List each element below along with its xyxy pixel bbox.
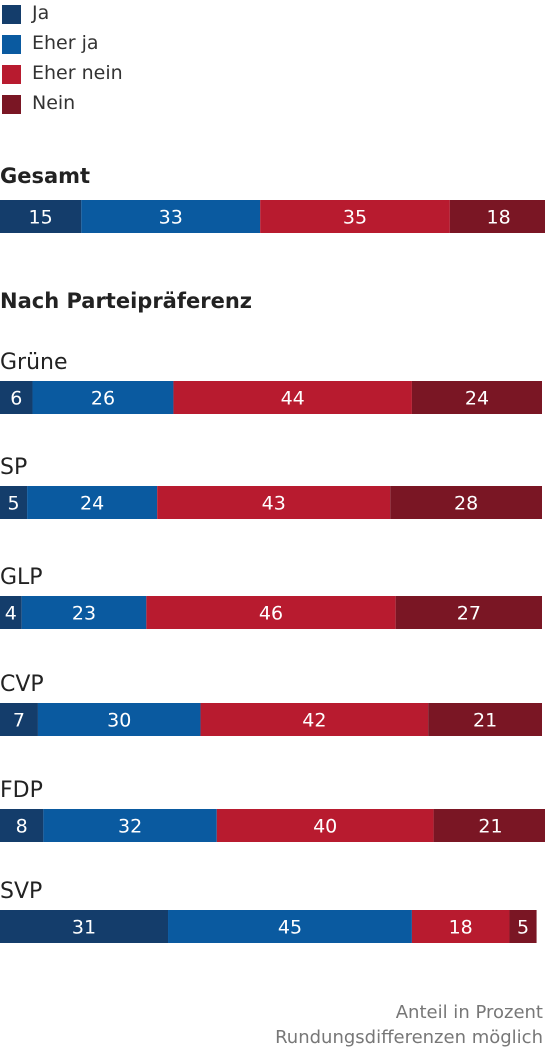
bar-svp-eher-ja — [168, 910, 412, 943]
group-label-sp: SP — [0, 455, 27, 480]
bar-svp-eher-nein — [411, 910, 510, 943]
legend-swatch-eher-ja — [2, 35, 21, 54]
legend-swatch-eher-nein — [2, 65, 21, 84]
legend-swatch-nein — [2, 95, 21, 114]
group-label-gruene: Grüne — [0, 350, 68, 375]
bar-sp-ja — [0, 486, 28, 519]
bar-gruene-nein — [411, 381, 542, 414]
value-label-gruene-ja: 6 — [10, 388, 22, 410]
value-label-gruene-eher-nein: 44 — [281, 388, 305, 410]
legend-label-eher-nein: Eher nein — [32, 62, 123, 84]
value-label-glp-eher-nein: 46 — [259, 603, 283, 625]
footnote-rounding: Rundungsdifferenzen möglich — [275, 1027, 543, 1048]
bar-gesamt-nein — [449, 200, 545, 233]
footnote-unit: Anteil in Prozent — [395, 1002, 543, 1023]
section-title-gesamt: Gesamt — [0, 164, 91, 188]
legend-label-ja: Ja — [32, 2, 50, 24]
value-label-svp-nein: 5 — [517, 917, 529, 939]
value-label-fdp-eher-nein: 40 — [313, 816, 337, 838]
bar-svp-ja — [0, 910, 169, 943]
bar-gesamt-eher-nein — [260, 200, 450, 233]
value-label-cvp-eher-ja: 30 — [107, 710, 131, 732]
bar-fdp-eher-nein — [216, 809, 434, 842]
bar-gesamt-ja — [0, 200, 82, 233]
value-label-cvp-ja: 7 — [13, 710, 25, 732]
group-label-cvp: CVP — [0, 672, 44, 697]
value-label-fdp-nein: 21 — [478, 816, 502, 838]
value-label-sp-nein: 28 — [454, 493, 478, 515]
value-label-gesamt-ja: 15 — [29, 207, 53, 229]
bar-glp-eher-nein — [146, 596, 396, 629]
group-label-svp: SVP — [0, 879, 42, 904]
section-title-parteipraeferenz: Nach Parteipräferenz — [0, 289, 252, 313]
value-label-gesamt-eher-ja: 33 — [159, 207, 183, 229]
bar-glp-eher-ja — [21, 596, 147, 629]
bar-fdp-eher-ja — [43, 809, 217, 842]
legend-label-eher-ja: Eher ja — [32, 32, 99, 54]
value-label-glp-nein: 27 — [457, 603, 481, 625]
bar-glp-nein — [395, 596, 542, 629]
bar-fdp-ja — [0, 809, 44, 842]
bar-svp-nein — [509, 910, 537, 943]
bar-cvp-eher-nein — [200, 703, 429, 736]
group-label-fdp: FDP — [0, 778, 43, 803]
bar-gesamt-eher-ja — [81, 200, 261, 233]
value-label-svp-eher-ja: 45 — [278, 917, 302, 939]
bar-gruene-ja — [0, 381, 33, 414]
value-label-sp-eher-ja: 24 — [80, 493, 104, 515]
value-label-sp-ja: 5 — [8, 493, 20, 515]
value-label-svp-ja: 31 — [72, 917, 96, 939]
legend-swatch-ja — [2, 5, 21, 24]
bar-sp-eher-nein — [157, 486, 391, 519]
value-label-cvp-eher-nein: 42 — [302, 710, 326, 732]
bar-cvp-nein — [428, 703, 542, 736]
value-label-glp-ja: 4 — [5, 603, 17, 625]
value-label-gesamt-nein: 18 — [487, 207, 511, 229]
bar-cvp-eher-ja — [37, 703, 201, 736]
value-label-gruene-eher-ja: 26 — [91, 388, 115, 410]
value-label-cvp-nein: 21 — [473, 710, 497, 732]
bar-sp-eher-ja — [27, 486, 158, 519]
value-label-fdp-eher-ja: 32 — [118, 816, 142, 838]
value-label-glp-eher-ja: 23 — [72, 603, 96, 625]
bar-glp-ja — [0, 596, 22, 629]
bar-gruene-eher-ja — [32, 381, 174, 414]
bar-fdp-nein — [433, 809, 545, 842]
bar-sp-nein — [390, 486, 542, 519]
value-label-sp-eher-nein: 43 — [262, 493, 286, 515]
value-label-fdp-ja: 8 — [16, 816, 28, 838]
value-label-gesamt-eher-nein: 35 — [343, 207, 367, 229]
bar-gruene-eher-nein — [173, 381, 412, 414]
value-label-gruene-nein: 24 — [465, 388, 489, 410]
legend-label-nein: Nein — [32, 92, 76, 114]
group-label-glp: GLP — [0, 565, 43, 590]
bar-cvp-ja — [0, 703, 38, 736]
value-label-svp-eher-nein: 18 — [449, 917, 473, 939]
